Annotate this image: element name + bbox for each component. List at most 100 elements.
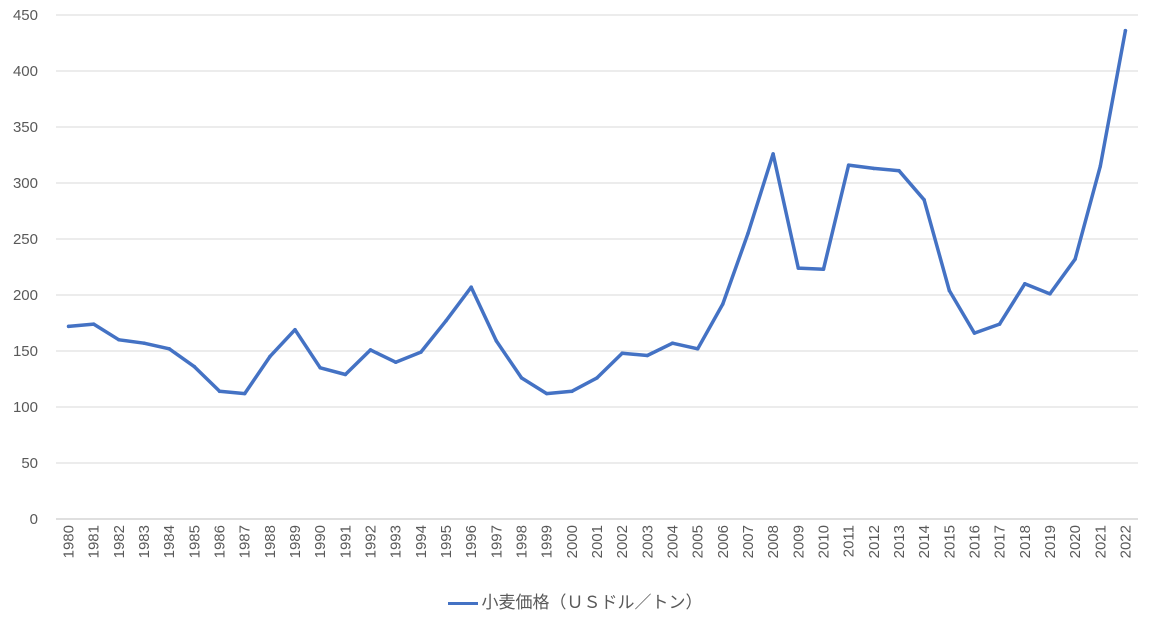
data-point <box>268 354 272 359</box>
data-point <box>595 376 599 380</box>
x-tick-label: 1989 <box>287 525 304 558</box>
gridlines <box>56 14 1138 464</box>
data-point <box>947 288 952 293</box>
data-point <box>872 166 876 171</box>
data-point <box>142 341 146 345</box>
y-tick-label: 100 <box>13 399 38 416</box>
data-point <box>167 347 171 351</box>
data-point <box>846 163 851 167</box>
x-tick-label: 1983 <box>136 525 153 558</box>
x-tick-label: 2011 <box>841 525 858 557</box>
x-tick-label: 1996 <box>463 525 480 558</box>
x-tick-label: 2013 <box>891 525 908 558</box>
x-tick-label: 2012 <box>866 525 883 558</box>
data-point <box>368 348 373 352</box>
y-tick-label: 250 <box>13 231 38 248</box>
y-tick-label: 450 <box>13 7 38 24</box>
data-point <box>343 372 348 377</box>
x-tick-label: 2018 <box>1017 525 1034 558</box>
x-tick-label: 2005 <box>690 525 707 558</box>
x-tick-label: 2004 <box>664 525 681 558</box>
data-point <box>1048 292 1052 296</box>
x-tick-label: 1984 <box>161 525 178 558</box>
data-point <box>544 391 549 396</box>
x-tick-label: 2003 <box>639 525 656 558</box>
series-layer <box>66 28 1128 396</box>
y-tick-label: 400 <box>13 63 38 80</box>
data-point <box>771 152 775 156</box>
x-tick-label: 2019 <box>1042 525 1059 558</box>
x-tick-label: 2015 <box>941 525 958 558</box>
x-tick-label: 1991 <box>337 525 354 558</box>
x-tick-label: 2016 <box>966 525 983 558</box>
legend-label: 小麦価格（ＵＳドル／トン） <box>481 593 703 612</box>
data-point <box>242 391 247 396</box>
data-point <box>695 347 700 351</box>
x-tick-label: 1995 <box>438 525 455 558</box>
data-point <box>318 366 322 370</box>
data-point <box>217 389 222 394</box>
data-point <box>393 360 398 364</box>
data-point <box>419 350 423 354</box>
x-tick-label: 1992 <box>363 525 380 558</box>
x-tick-label: 1998 <box>514 525 531 558</box>
data-point <box>519 376 524 380</box>
x-tick-label: 2000 <box>564 525 581 558</box>
y-tick-label: 350 <box>13 119 38 136</box>
data-point <box>721 302 725 306</box>
data-point <box>1123 28 1128 33</box>
y-axis-tick-labels: 0 50 100 150 200 250 300 350 400 450 <box>13 7 38 528</box>
x-tick-label: 1993 <box>388 525 405 558</box>
x-tick-label: 1986 <box>212 525 229 558</box>
line-chart: 0 50 100 150 200 250 300 350 400 450 1980 1981 1982… <box>13 7 1138 558</box>
x-tick-label: 1980 <box>61 525 78 558</box>
x-tick-label: 2020 <box>1067 525 1084 558</box>
x-tick-label: 2008 <box>765 525 782 558</box>
y-tick-label: 150 <box>13 343 38 360</box>
x-tick-label: 2007 <box>740 525 757 558</box>
data-point <box>293 327 297 332</box>
x-tick-label: 2017 <box>992 525 1009 558</box>
data-point <box>997 322 1002 326</box>
y-tick-label: 0 <box>30 511 38 528</box>
data-point <box>922 198 926 202</box>
data-point <box>192 364 197 369</box>
x-tick-label: 2021 <box>1092 525 1109 558</box>
data-point <box>469 285 473 289</box>
data-point <box>670 341 675 345</box>
x-tick-label: 1987 <box>237 525 254 558</box>
x-tick-label: 2001 <box>589 525 606 558</box>
data-point <box>1023 282 1027 286</box>
x-tick-label: 1985 <box>186 525 203 558</box>
data-point <box>746 231 750 236</box>
y-tick-label: 50 <box>21 455 38 472</box>
y-tick-label: 300 <box>13 175 38 192</box>
x-tick-label: 1988 <box>262 525 279 558</box>
x-tick-label: 2006 <box>715 525 732 558</box>
data-point <box>821 267 826 271</box>
x-axis-tick-labels: 1980 1981 1982 1983 1984 1985 1986 1987 1988 1989… <box>61 525 1135 558</box>
x-tick-label: 1997 <box>488 525 505 558</box>
data-point <box>645 353 650 358</box>
legend: 小麦価格（ＵＳドル／トン） <box>0 588 1150 613</box>
data-point <box>117 338 121 342</box>
data-point <box>796 266 801 270</box>
data-point <box>972 331 977 335</box>
data-point <box>1073 257 1077 261</box>
data-point <box>66 324 71 329</box>
x-tick-label: 2002 <box>614 525 631 558</box>
x-tick-label: 1994 <box>413 525 430 558</box>
x-tick-label: 1982 <box>111 525 128 558</box>
x-tick-label: 2010 <box>815 525 832 558</box>
data-point <box>570 389 574 394</box>
x-tick-label: 1999 <box>539 525 556 558</box>
data-point <box>494 339 499 343</box>
y-tick-label: 200 <box>13 287 38 304</box>
data-point <box>444 319 448 323</box>
x-tick-label: 2014 <box>916 525 933 558</box>
x-tick-label: 1990 <box>312 525 329 558</box>
x-tick-label: 2009 <box>790 525 807 558</box>
series-line <box>66 28 1128 396</box>
data-point <box>1098 164 1103 168</box>
x-tick-label: 2022 <box>1117 525 1134 558</box>
